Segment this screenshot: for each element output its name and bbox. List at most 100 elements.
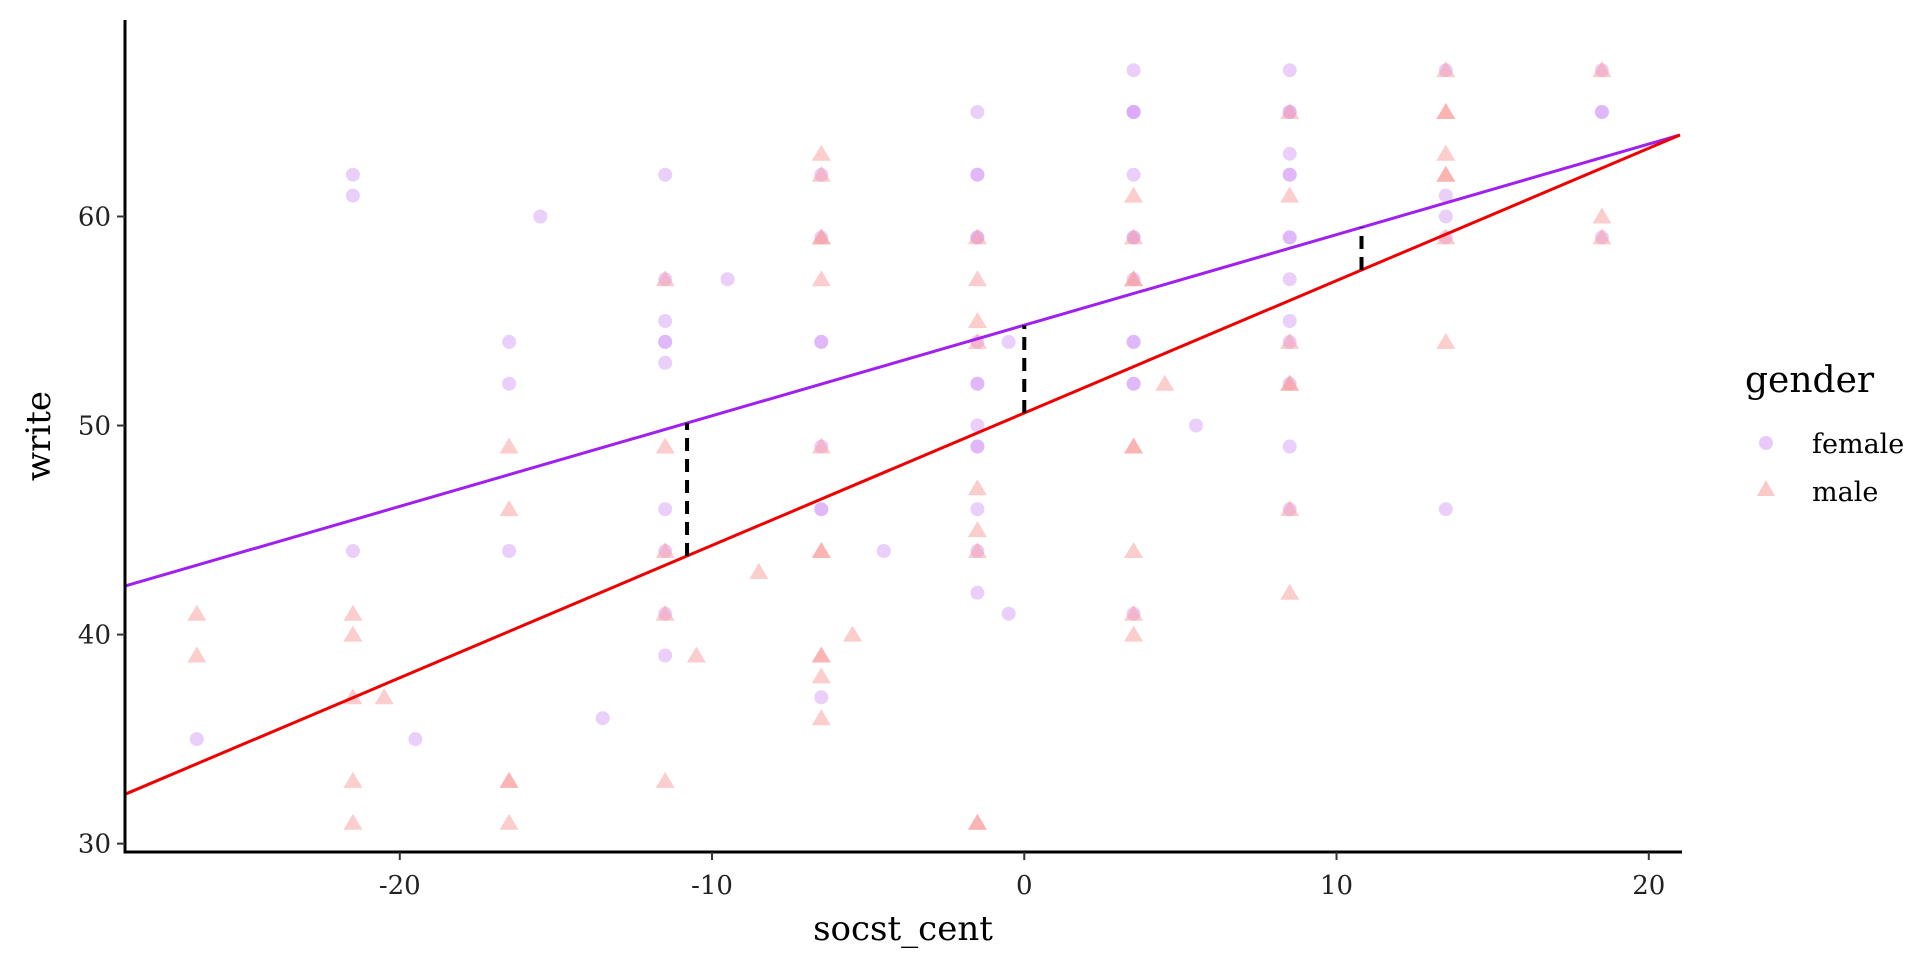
male-point-54 [1280,332,1300,349]
x-tick-label: 10 [1320,871,1353,901]
male-point-16 [655,604,675,621]
female-point-57 [1126,376,1141,391]
female-point-59 [1189,418,1203,433]
male-fit-line [124,133,1681,796]
female-point-55 [1126,334,1141,349]
male-point-1 [187,646,207,663]
female-point-27 [814,502,829,517]
female-point-68 [1282,272,1297,287]
male-point-25 [811,437,831,454]
female-point-78 [1438,502,1453,517]
male-point-51 [1155,374,1175,391]
female-point-24 [814,334,829,349]
male-point-45 [1124,270,1144,287]
male-point-17 [655,771,675,788]
female-point-30 [970,105,985,119]
male-point-27 [811,541,831,558]
female-point-5 [502,334,517,349]
female-point-20 [720,272,735,287]
male-point-30 [811,667,831,684]
male-point-65 [1436,228,1456,245]
male-point-43 [1124,228,1144,245]
female-point-49 [1126,105,1141,119]
female-point-19 [658,648,673,663]
male-point-7 [374,688,394,705]
female-point-75 [1438,188,1453,203]
female-point-15 [658,355,673,370]
female-point-1 [345,167,360,182]
female-point-8 [533,209,548,224]
male-point-19 [749,562,769,579]
female-point-41 [970,502,985,517]
points-layer [187,61,1612,830]
male-point-2 [343,604,363,621]
female-point-40 [970,439,985,454]
legend: gender female male [1745,360,1904,508]
male-point-61 [1436,102,1456,119]
legend-male-key-icon [1757,480,1775,496]
legend-female-key-icon [1759,436,1773,450]
y-tick-label: 30 [78,830,111,860]
male-point-56 [1280,374,1300,391]
female-point-72 [1282,439,1297,454]
male-point-59 [1436,61,1456,78]
female-point-12 [658,314,673,328]
male-point-53 [1280,186,1300,203]
male-point-6 [343,813,363,830]
male-point-52 [1280,102,1300,119]
male-point-12 [499,813,519,830]
female-point-16 [658,502,673,517]
male-point-11 [499,771,519,788]
male-point-58 [1280,583,1300,600]
female-point-63 [1282,146,1297,161]
male-point-69 [1592,228,1612,245]
ticks-layer: -20 -10 0 10 20 30 40 50 60 [78,203,1665,901]
female-point-46 [1126,63,1141,78]
male-point-13 [655,270,675,287]
female-point-10 [658,167,673,182]
x-tick-label: 0 [1016,871,1033,901]
female-point-38 [970,418,985,433]
x-tick-label: -20 [379,871,421,901]
male-point-21 [811,165,831,182]
male-point-57 [1280,500,1300,517]
male-point-37 [967,479,987,496]
female-point-29 [876,544,891,558]
female-point-76 [1438,209,1453,224]
male-point-68 [1592,207,1612,224]
male-point-62 [1436,144,1456,161]
male-point-5 [343,771,363,788]
male-point-67 [1592,61,1612,78]
x-tick-label: -10 [691,871,733,901]
female-point-45 [1001,606,1016,621]
female-point-14 [658,334,673,349]
legend-title: gender [1745,360,1875,401]
male-point-31 [811,709,831,726]
female-point-69 [1282,314,1297,328]
male-point-24 [811,270,831,287]
male-point-49 [1124,604,1144,621]
female-point-2 [345,188,360,203]
male-point-36 [967,332,987,349]
male-point-66 [1436,332,1456,349]
y-tick-label: 60 [78,203,111,233]
male-point-0 [187,604,207,621]
female-point-44 [1001,334,1016,349]
female-fit-line [124,133,1681,588]
male-point-9 [499,500,519,517]
female-point-7 [502,544,517,558]
male-point-3 [343,625,363,642]
male-point-33 [967,228,987,245]
female-point-60 [1282,63,1297,78]
female-point-67 [1282,230,1297,245]
male-point-14 [655,437,675,454]
male-point-48 [1124,541,1144,558]
male-point-39 [967,541,987,558]
y-axis-title: write [19,391,59,481]
female-point-3 [345,544,360,558]
female-point-43 [970,585,985,600]
y-tick-label: 50 [78,412,111,442]
legend-female-label: female [1812,429,1904,460]
female-point-37 [970,376,985,391]
